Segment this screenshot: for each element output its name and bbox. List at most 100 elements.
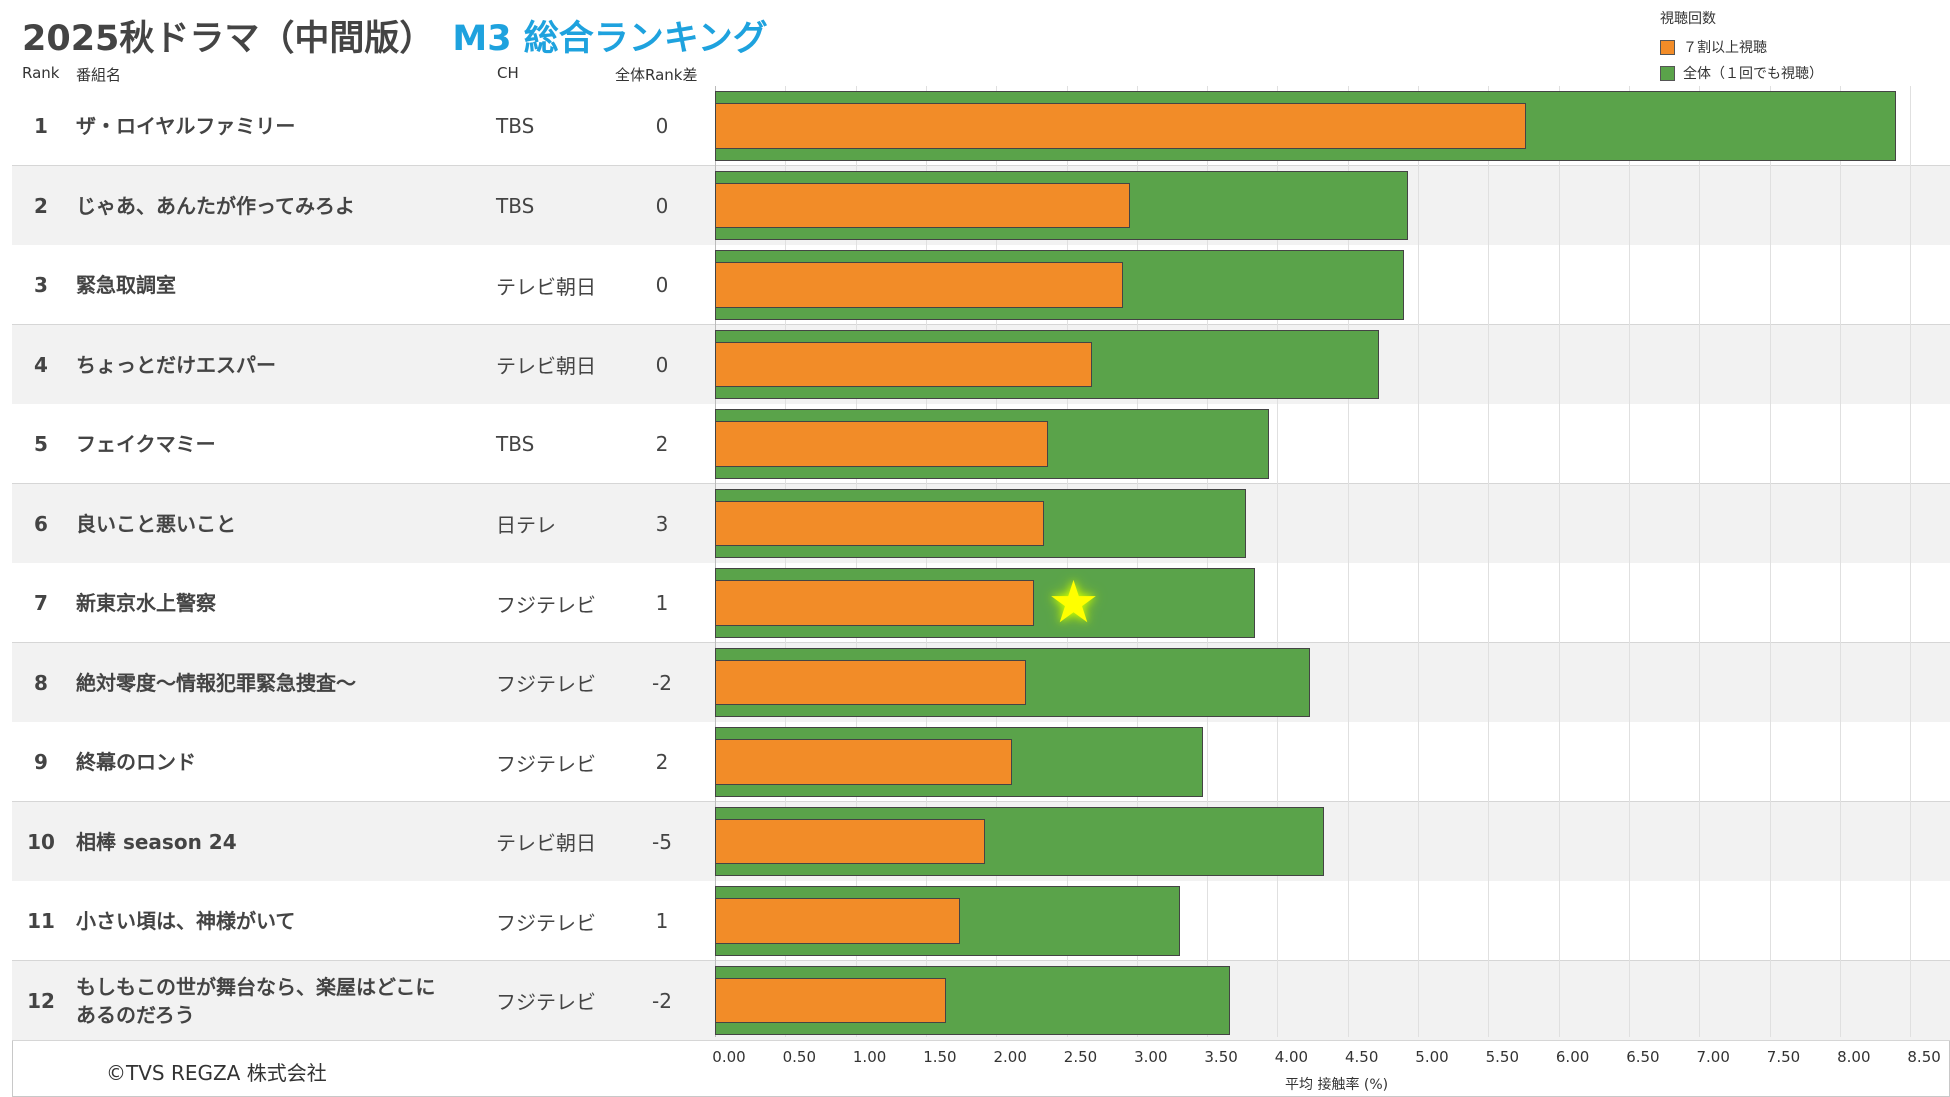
bar-70pct-viewers <box>715 739 1012 785</box>
bar-70pct-viewers <box>715 500 1044 546</box>
rank-cell: 7 <box>34 591 48 615</box>
legend-label-all: 全体（１回でも視聴） <box>1683 66 1823 82</box>
highlight-star-icon: ★ <box>1047 568 1100 636</box>
bar-70pct-viewers <box>715 182 1130 228</box>
x-tick-label: 5.50 <box>1485 1048 1519 1066</box>
x-tick-label: 5.00 <box>1415 1048 1449 1066</box>
program-name-cell: ザ・ロイヤルファミリー <box>76 114 296 138</box>
rank-diff-cell: 0 <box>655 352 669 377</box>
title-accent: M3 総合ランキング <box>452 19 768 59</box>
program-name-cell: 新東京水上警察 <box>76 591 216 615</box>
rank-cell: 5 <box>34 432 48 456</box>
channel-cell: 日テレ <box>496 513 556 537</box>
rank-diff-cell: -5 <box>652 829 672 854</box>
copyright: ©TVS REGZA 株式会社 <box>106 1061 327 1085</box>
x-tick-label: 4.00 <box>1274 1048 1309 1066</box>
x-tick-label: 0.00 <box>712 1048 746 1066</box>
rank-diff-cell: 2 <box>655 432 669 456</box>
channel-cell: テレビ朝日 <box>496 831 596 855</box>
rank-cell: 8 <box>34 670 48 695</box>
channel-cell: フジテレビ <box>496 672 596 696</box>
rank-cell: 4 <box>34 352 48 377</box>
x-axis-label: 平均 接触率 (%) <box>1285 1077 1389 1093</box>
x-tick-label: 6.50 <box>1626 1048 1660 1066</box>
legend-item-all: 全体（１回でも視聴） <box>1660 60 1823 86</box>
program-name-cell: 相棒 season 24 <box>76 829 237 854</box>
x-tick-label: 8.50 <box>1907 1048 1941 1066</box>
header-name: 番組名 <box>76 66 122 84</box>
x-gridline <box>1066 86 1068 1037</box>
rank-cell: 12 <box>27 988 55 1013</box>
x-tick-label: 1.00 <box>852 1048 887 1066</box>
legend-item-top: ７割以上視聴 <box>1660 34 1823 60</box>
program-name-cell: 絶対零度～情報犯罪緊急捜査～ <box>76 670 356 695</box>
x-gridline <box>1628 86 1630 1037</box>
legend-swatch-orange <box>1660 39 1675 55</box>
header-ch: CH <box>497 64 519 82</box>
legend-label-top: ７割以上視聴 <box>1683 40 1767 56</box>
x-gridline <box>1347 86 1349 1037</box>
rank-cell: 11 <box>27 909 55 933</box>
channel-cell: TBS <box>496 114 535 138</box>
x-tick-label: 0.50 <box>782 1048 816 1066</box>
bar-70pct-viewers <box>715 977 946 1023</box>
program-name-cell: ちょっとだけエスパー <box>76 352 276 377</box>
x-tick-label: 3.50 <box>1204 1048 1238 1066</box>
x-gridline <box>1769 86 1771 1037</box>
bar-70pct-viewers <box>715 818 985 864</box>
x-gridline <box>855 86 857 1037</box>
x-gridline <box>1488 86 1490 1037</box>
x-gridline <box>925 86 927 1037</box>
channel-cell: テレビ朝日 <box>496 274 596 299</box>
rank-diff-cell: 0 <box>655 273 669 297</box>
bar-70pct-viewers <box>715 580 1035 626</box>
bar-70pct-viewers <box>715 103 1527 149</box>
rank-diff-cell: 0 <box>655 114 669 138</box>
channel-cell: フジテレビ <box>496 751 596 776</box>
rank-diff-cell: -2 <box>652 988 672 1013</box>
x-gridline <box>1418 86 1419 1037</box>
channel-cell: テレビ朝日 <box>496 354 596 378</box>
rank-diff-cell: 3 <box>655 511 669 536</box>
x-gridline <box>1910 86 1912 1037</box>
x-gridline <box>996 86 998 1037</box>
x-gridline <box>1839 86 1841 1037</box>
x-gridline <box>1277 86 1279 1037</box>
legend-title: 視聴回数 <box>1660 11 1716 27</box>
bar-70pct-viewers <box>715 898 960 944</box>
bar-70pct-viewers <box>715 659 1026 705</box>
legend: 視聴回数 ７割以上視聴 全体（１回でも視聴） <box>1660 8 1823 86</box>
channel-cell: TBS <box>496 193 535 218</box>
channel-cell: フジテレビ <box>496 592 596 617</box>
x-gridline <box>785 86 787 1037</box>
rank-cell: 10 <box>27 829 55 854</box>
bar-70pct-viewers <box>715 341 1092 387</box>
x-tick-label: 2.00 <box>993 1048 1027 1066</box>
rank-diff-cell: -2 <box>652 670 672 695</box>
rank-diff-cell: 0 <box>655 193 669 218</box>
program-name-cell: じゃあ、あんたが作ってみろよ <box>76 193 355 218</box>
rank-cell: 3 <box>34 273 48 297</box>
program-name-cell: フェイクマミー <box>76 432 216 456</box>
page-title: 2025秋ドラマ（中間版） M3 総合ランキング <box>22 10 768 61</box>
rank-diff-cell: 1 <box>655 591 669 615</box>
bar-70pct-viewers <box>715 421 1049 467</box>
program-name-cell: 緊急取調室 <box>76 273 176 297</box>
rank-diff-cell: 1 <box>655 909 669 933</box>
x-tick-label: 7.00 <box>1696 1048 1730 1066</box>
x-tick-label: 6.00 <box>1555 1048 1590 1066</box>
header-diff: 全体Rank差 <box>615 66 698 84</box>
channel-cell: TBS <box>496 432 535 456</box>
rank-cell: 2 <box>34 193 48 218</box>
x-gridline <box>1558 86 1560 1037</box>
x-tick-label: 4.50 <box>1344 1048 1379 1066</box>
header-rank: Rank <box>22 64 60 82</box>
program-name-cell: 小さい頃は、神様がいて <box>76 909 296 933</box>
rank-cell: 9 <box>34 750 48 774</box>
bar-70pct-viewers <box>715 262 1123 308</box>
x-gridline <box>1207 86 1209 1037</box>
title-main: 2025秋ドラマ（中間版） <box>22 19 435 59</box>
program-name-cell: もしもこの世が舞台なら、楽屋はどこにあるのだろう <box>76 974 436 1027</box>
x-tick-label: 8.00 <box>1837 1048 1871 1066</box>
x-tick-label: 2.50 <box>1063 1048 1098 1066</box>
